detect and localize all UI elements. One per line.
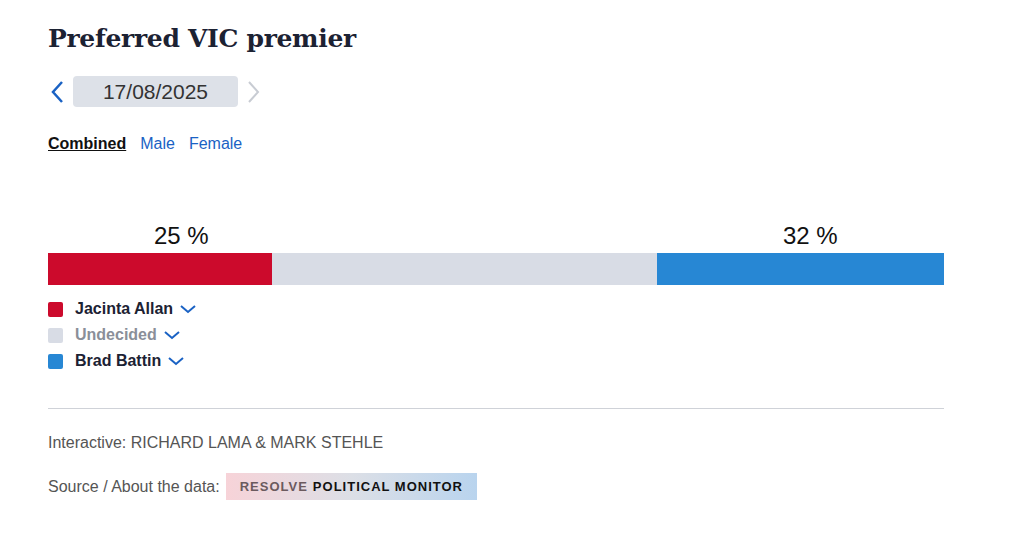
html-text:Male: Male — [140, 135, 175, 152]
html-text:Female: Female — [188, 135, 243, 152]
html-text:Undecided: Undecided — [75, 326, 157, 343]
html-text:17/08/2025: 17/08/2025 — [102, 80, 208, 103]
svg-text:32 %: 32 % — [783, 222, 838, 249]
html-text:Interactive: RICHARD LAMA & MA: Interactive: RICHARD LAMA & MARK STEHLE — [48, 434, 384, 451]
html-text:RESOLVE POLITICAL MONITOR: RESOLVE POLITICAL MONITOR — [239, 479, 463, 494]
html-text:Brad Battin: Brad Battin — [75, 352, 162, 369]
html-text:Combined: Combined — [48, 135, 127, 152]
html-text:Jacinta Allan: Jacinta Allan — [75, 300, 174, 317]
html-text:Preferred VIC premier: Preferred VIC premier — [48, 24, 356, 53]
svg-text:25 %: 25 % — [154, 222, 209, 249]
html-text:Source / About the data:: Source / About the data: — [48, 477, 220, 495]
